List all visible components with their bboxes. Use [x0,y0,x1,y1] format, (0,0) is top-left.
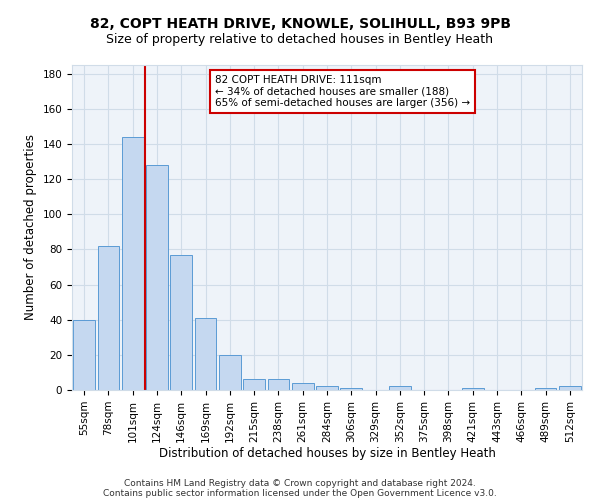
Y-axis label: Number of detached properties: Number of detached properties [24,134,37,320]
Text: Contains public sector information licensed under the Open Government Licence v3: Contains public sector information licen… [103,488,497,498]
Bar [340,388,362,390]
Text: 82 COPT HEATH DRIVE: 111sqm
← 34% of detached houses are smaller (188)
65% of se: 82 COPT HEATH DRIVE: 111sqm ← 34% of det… [215,74,470,108]
Text: 82, COPT HEATH DRIVE, KNOWLE, SOLIHULL, B93 9PB: 82, COPT HEATH DRIVE, KNOWLE, SOLIHULL, … [89,18,511,32]
Bar [535,388,556,390]
Bar [122,137,143,390]
Bar [243,380,265,390]
Bar [97,246,119,390]
Bar [73,320,95,390]
Text: Contains HM Land Registry data © Crown copyright and database right 2024.: Contains HM Land Registry data © Crown c… [124,478,476,488]
Bar [268,380,289,390]
Bar [170,254,192,390]
Bar [146,165,168,390]
Bar [559,386,581,390]
Bar [462,388,484,390]
Bar [389,386,411,390]
Bar [316,386,338,390]
X-axis label: Distribution of detached houses by size in Bentley Heath: Distribution of detached houses by size … [158,448,496,460]
Bar [219,355,241,390]
Text: Size of property relative to detached houses in Bentley Heath: Size of property relative to detached ho… [107,32,493,46]
Bar [194,318,217,390]
Bar [292,383,314,390]
